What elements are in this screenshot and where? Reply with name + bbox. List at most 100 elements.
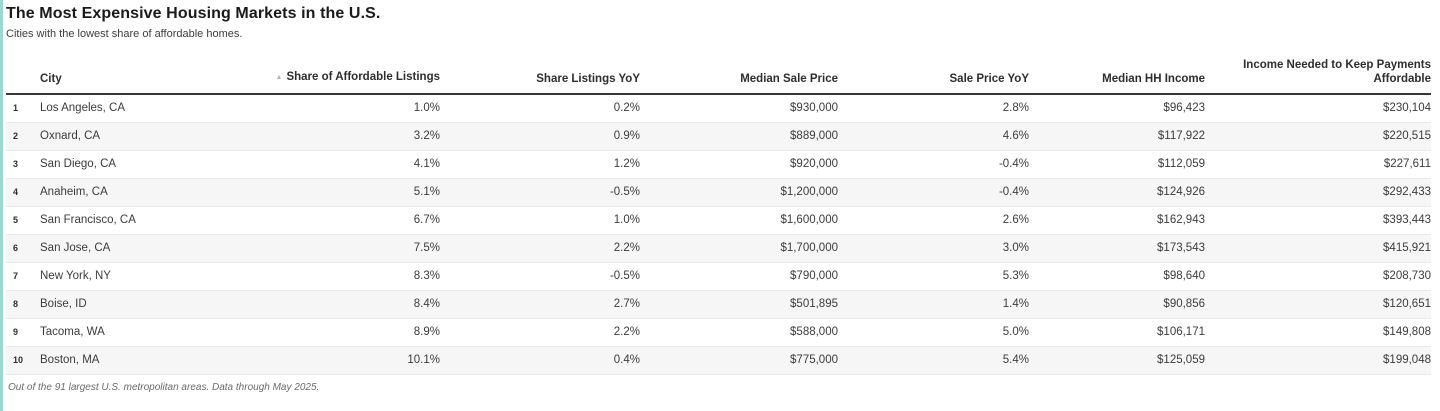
table-row: 5 San Francisco, CA 6.7% 1.0% $1,600,000… xyxy=(6,206,1431,235)
column-header-city[interactable]: City xyxy=(40,58,240,95)
city-cell: Tacoma, WA xyxy=(40,318,240,347)
share-yoy-cell: 1.2% xyxy=(440,150,640,179)
column-header-rank xyxy=(6,58,40,95)
income-needed-cell: $292,433 xyxy=(1205,178,1431,207)
median-hh-income-cell: $162,943 xyxy=(1029,206,1205,235)
share-yoy-cell: 1.0% xyxy=(440,206,640,235)
sale-price-yoy-cell: -0.4% xyxy=(838,150,1029,179)
table-row: 8 Boise, ID 8.4% 2.7% $501,895 1.4% $90,… xyxy=(6,290,1431,319)
sale-price-yoy-cell: 4.6% xyxy=(838,122,1029,151)
median-sale-price-cell: $1,600,000 xyxy=(640,206,838,235)
rank-cell: 7 xyxy=(6,262,40,291)
column-header-share-affordable-label: Share of Affordable Listings xyxy=(286,71,440,83)
table-footnote: Out of the 91 largest U.S. metropolitan … xyxy=(8,381,320,393)
share-yoy-cell: 0.9% xyxy=(440,122,640,151)
median-hh-income-cell: $96,423 xyxy=(1029,94,1205,123)
sale-price-yoy-cell: 5.3% xyxy=(838,262,1029,291)
table-row: 6 San Jose, CA 7.5% 2.2% $1,700,000 3.0%… xyxy=(6,234,1431,263)
page-title: The Most Expensive Housing Markets in th… xyxy=(6,5,381,22)
rank-cell: 2 xyxy=(6,122,40,151)
housing-markets-table: City ▲ Share of Affordable Listings Share… xyxy=(6,58,1431,375)
rank-cell: 10 xyxy=(6,346,40,375)
column-header-share-affordable[interactable]: ▲ Share of Affordable Listings xyxy=(240,58,440,95)
median-sale-price-cell: $1,700,000 xyxy=(640,234,838,263)
city-cell: Anaheim, CA xyxy=(40,178,240,207)
sale-price-yoy-cell: 2.8% xyxy=(838,94,1029,123)
median-sale-price-cell: $889,000 xyxy=(640,122,838,151)
city-cell: San Jose, CA xyxy=(40,234,240,263)
rank-cell: 5 xyxy=(6,206,40,235)
city-cell: New York, NY xyxy=(40,262,240,291)
sale-price-yoy-cell: 3.0% xyxy=(838,234,1029,263)
share-affordable-cell: 6.7% xyxy=(240,206,440,235)
median-sale-price-cell: $501,895 xyxy=(640,290,838,319)
share-yoy-cell: 2.2% xyxy=(440,318,640,347)
share-yoy-cell: 0.2% xyxy=(440,94,640,123)
rank-cell: 1 xyxy=(6,94,40,123)
table-row: 7 New York, NY 8.3% -0.5% $790,000 5.3% … xyxy=(6,262,1431,291)
rank-cell: 3 xyxy=(6,150,40,179)
sale-price-yoy-cell: 2.6% xyxy=(838,206,1029,235)
share-yoy-cell: 2.2% xyxy=(440,234,640,263)
city-cell: Los Angeles, CA xyxy=(40,94,240,123)
city-cell: San Diego, CA xyxy=(40,150,240,179)
sale-price-yoy-cell: 5.0% xyxy=(838,318,1029,347)
rank-cell: 4 xyxy=(6,178,40,207)
share-affordable-cell: 4.1% xyxy=(240,150,440,179)
share-yoy-cell: 2.7% xyxy=(440,290,640,319)
column-header-share-yoy[interactable]: Share Listings YoY xyxy=(440,58,640,95)
table-row: 9 Tacoma, WA 8.9% 2.2% $588,000 5.0% $10… xyxy=(6,318,1431,347)
column-header-median-hh-income[interactable]: Median HH Income xyxy=(1029,58,1205,95)
share-affordable-cell: 8.4% xyxy=(240,290,440,319)
share-affordable-cell: 10.1% xyxy=(240,346,440,375)
accent-stripe xyxy=(0,0,3,411)
sale-price-yoy-cell: 5.4% xyxy=(838,346,1029,375)
income-needed-cell: $149,808 xyxy=(1205,318,1431,347)
median-sale-price-cell: $930,000 xyxy=(640,94,838,123)
median-sale-price-cell: $790,000 xyxy=(640,262,838,291)
table-row: 10 Boston, MA 10.1% 0.4% $775,000 5.4% $… xyxy=(6,346,1431,375)
page-subtitle: Cities with the lowest share of affordab… xyxy=(6,28,243,40)
income-needed-cell: $220,515 xyxy=(1205,122,1431,151)
sort-ascending-icon: ▲ xyxy=(275,74,283,81)
share-yoy-cell: -0.5% xyxy=(440,178,640,207)
share-yoy-cell: -0.5% xyxy=(440,262,640,291)
income-needed-cell: $230,104 xyxy=(1205,94,1431,123)
income-needed-cell: $120,651 xyxy=(1205,290,1431,319)
median-sale-price-cell: $588,000 xyxy=(640,318,838,347)
column-header-median-sale-price[interactable]: Median Sale Price xyxy=(640,58,838,95)
city-cell: Oxnard, CA xyxy=(40,122,240,151)
sale-price-yoy-cell: -0.4% xyxy=(838,178,1029,207)
median-hh-income-cell: $106,171 xyxy=(1029,318,1205,347)
median-sale-price-cell: $775,000 xyxy=(640,346,838,375)
income-needed-cell: $227,611 xyxy=(1205,150,1431,179)
column-header-income-needed[interactable]: Income Needed to Keep Payments Affordabl… xyxy=(1205,58,1431,95)
share-yoy-cell: 0.4% xyxy=(440,346,640,375)
income-needed-cell: $199,048 xyxy=(1205,346,1431,375)
share-affordable-cell: 8.9% xyxy=(240,318,440,347)
rank-cell: 9 xyxy=(6,318,40,347)
housing-markets-table-card: The Most Expensive Housing Markets in th… xyxy=(6,5,1431,393)
table-header-row: City ▲ Share of Affordable Listings Share… xyxy=(6,58,1431,95)
median-hh-income-cell: $125,059 xyxy=(1029,346,1205,375)
table-row: 4 Anaheim, CA 5.1% -0.5% $1,200,000 -0.4… xyxy=(6,178,1431,207)
share-affordable-cell: 3.2% xyxy=(240,122,440,151)
median-hh-income-cell: $173,543 xyxy=(1029,234,1205,263)
share-affordable-cell: 8.3% xyxy=(240,262,440,291)
median-hh-income-cell: $112,059 xyxy=(1029,150,1205,179)
median-hh-income-cell: $124,926 xyxy=(1029,178,1205,207)
table-row: 2 Oxnard, CA 3.2% 0.9% $889,000 4.6% $11… xyxy=(6,122,1431,151)
column-header-sale-price-yoy[interactable]: Sale Price YoY xyxy=(838,58,1029,95)
city-cell: Boston, MA xyxy=(40,346,240,375)
table-row: 3 San Diego, CA 4.1% 1.2% $920,000 -0.4%… xyxy=(6,150,1431,179)
city-cell: San Francisco, CA xyxy=(40,206,240,235)
sale-price-yoy-cell: 1.4% xyxy=(838,290,1029,319)
median-sale-price-cell: $920,000 xyxy=(640,150,838,179)
income-needed-cell: $208,730 xyxy=(1205,262,1431,291)
table-row: 1 Los Angeles, CA 1.0% 0.2% $930,000 2.8… xyxy=(6,94,1431,123)
city-cell: Boise, ID xyxy=(40,290,240,319)
rank-cell: 8 xyxy=(6,290,40,319)
income-needed-cell: $415,921 xyxy=(1205,234,1431,263)
median-hh-income-cell: $117,922 xyxy=(1029,122,1205,151)
share-affordable-cell: 7.5% xyxy=(240,234,440,263)
